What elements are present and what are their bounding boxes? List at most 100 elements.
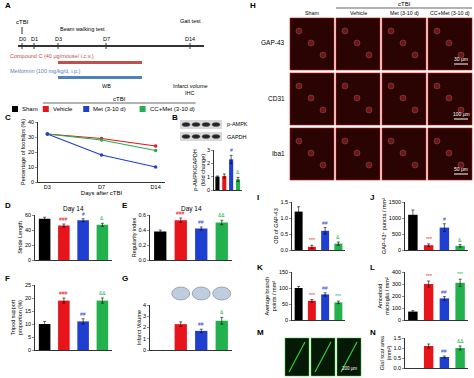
svg-text:&: & (336, 234, 340, 240)
svg-text:50: 50 (282, 301, 288, 307)
svg-text:J: J (370, 193, 374, 202)
svg-text:3: 3 (207, 147, 210, 153)
svg-text:25: 25 (25, 282, 31, 288)
svg-text:0: 0 (143, 347, 146, 353)
svg-text:I: I (257, 193, 259, 202)
svg-text:##: ## (441, 289, 447, 295)
svg-text:Met (3-10 d): Met (3-10 d) (390, 10, 419, 16)
svg-text:Sham: Sham (305, 10, 319, 16)
svg-text:&&: && (99, 290, 106, 296)
svg-text:C: C (5, 113, 11, 122)
svg-text:10: 10 (28, 164, 34, 170)
svg-text:1: 1 (207, 174, 210, 180)
svg-text:30: 30 (28, 134, 34, 140)
svg-text:0.6: 0.6 (138, 212, 146, 218)
svg-text:D3: D3 (44, 184, 51, 190)
svg-text:GAPDH: GAPDH (227, 134, 247, 140)
svg-text:100: 100 (392, 305, 401, 311)
svg-text:0.0: 0.0 (280, 247, 288, 253)
svg-text:400: 400 (392, 269, 401, 275)
svg-text:0: 0 (285, 317, 288, 323)
svg-text:0: 0 (207, 187, 210, 193)
svg-text:##: ## (198, 321, 204, 327)
svg-text:##: ## (80, 311, 86, 317)
svg-text:Gait test: Gait test (180, 18, 201, 24)
svg-text:G: G (122, 274, 128, 283)
svg-text:Regularity index: Regularity index (131, 218, 137, 258)
svg-text:A: A (5, 1, 11, 10)
svg-text:D3: D3 (55, 36, 62, 42)
svg-text:p-AMPK/GAPDH(fold change): p-AMPK/GAPDH(fold change) (192, 149, 205, 191)
svg-text:Iba1: Iba1 (272, 150, 285, 157)
svg-text:***: *** (426, 273, 432, 279)
svg-text:300: 300 (392, 281, 401, 287)
svg-text:4: 4 (143, 302, 146, 308)
svg-text:&: & (220, 309, 224, 315)
svg-text:IHC: IHC (185, 90, 195, 96)
svg-text:***: *** (457, 271, 463, 277)
svg-text:&&: && (218, 212, 225, 218)
svg-text:150: 150 (279, 269, 288, 275)
svg-text:***: *** (335, 293, 341, 299)
svg-text:CC+Met (3-10 d): CC+Met (3-10 d) (430, 10, 470, 16)
svg-text:20: 20 (25, 242, 31, 248)
svg-text:CC+Met (3-10 d): CC+Met (3-10 d) (150, 106, 195, 112)
svg-text:Day 14: Day 14 (63, 205, 84, 213)
svg-text:0: 0 (398, 317, 401, 323)
svg-text:1.5: 1.5 (280, 199, 288, 205)
svg-text:***: *** (426, 236, 432, 242)
svg-text:Sham: Sham (22, 106, 38, 112)
svg-text:cTBI: cTBI (113, 96, 126, 102)
svg-text:1: 1 (143, 336, 146, 342)
svg-text:0.0: 0.0 (138, 257, 146, 263)
svg-text:&: & (458, 237, 462, 243)
svg-text:100: 100 (279, 285, 288, 291)
svg-text:0: 0 (31, 179, 34, 185)
svg-text:Infarct volume: Infarct volume (173, 83, 208, 89)
svg-text:&: & (100, 215, 104, 221)
svg-text:60: 60 (25, 212, 31, 218)
svg-text:0: 0 (28, 347, 31, 353)
svg-text:10: 10 (25, 321, 31, 327)
svg-text:E: E (122, 201, 128, 210)
svg-text:###: ### (176, 210, 185, 216)
svg-text:30 μm: 30 μm (454, 56, 468, 62)
svg-text:Days after cTBI: Days after cTBI (81, 190, 123, 196)
svg-text:Metformin (100 mg/kg/d, i.p.): Metformin (100 mg/kg/d, i.p.) (10, 68, 80, 74)
svg-text:D14: D14 (185, 36, 195, 42)
svg-text:Day 14: Day 14 (181, 205, 202, 213)
svg-text:1500: 1500 (389, 199, 401, 205)
svg-text:20: 20 (25, 295, 31, 301)
svg-text:L: L (370, 263, 375, 272)
svg-text:***: *** (309, 292, 315, 298)
svg-text:&&: && (457, 338, 464, 344)
svg-text:0.2: 0.2 (138, 242, 146, 248)
svg-text:D0: D0 (19, 36, 26, 42)
svg-text:Amoeboidmicroglia / mm²: Amoeboidmicroglia / mm² (377, 277, 390, 315)
svg-text:0.0: 0.0 (393, 365, 401, 371)
svg-text:0.5: 0.5 (393, 355, 401, 361)
svg-text:D1: D1 (31, 36, 38, 42)
svg-text:H: H (250, 1, 256, 10)
svg-text:GAP-43: GAP-43 (261, 39, 285, 46)
svg-text:Compound C (40 μg/mouse/ i.c.v: Compound C (40 μg/mouse/ i.c.v.) (10, 53, 94, 59)
svg-text:2: 2 (207, 160, 210, 166)
svg-text:&: & (236, 169, 240, 175)
svg-text:1.0: 1.0 (393, 345, 401, 351)
svg-text:M: M (257, 328, 264, 337)
svg-text:D7: D7 (103, 36, 110, 42)
svg-text:K: K (257, 263, 263, 272)
svg-text:p-AMPK: p-AMPK (227, 121, 248, 127)
svg-text:D14: D14 (151, 184, 161, 190)
svg-text:WB: WB (102, 83, 111, 89)
svg-text:100 μm: 100 μm (453, 111, 470, 117)
svg-text:Met (3-10 d): Met (3-10 d) (93, 106, 126, 112)
svg-text:#: # (230, 147, 233, 153)
svg-text:0.5: 0.5 (280, 231, 288, 237)
svg-text:cTBI: cTBI (398, 1, 411, 7)
svg-text:###: ### (59, 216, 68, 222)
svg-text:1.5: 1.5 (393, 335, 401, 341)
svg-text:GAP-43⁺ puncta / mm²: GAP-43⁺ puncta / mm² (381, 198, 387, 254)
svg-text:Stride Length: Stride Length (17, 221, 23, 254)
svg-text:20: 20 (28, 149, 34, 155)
